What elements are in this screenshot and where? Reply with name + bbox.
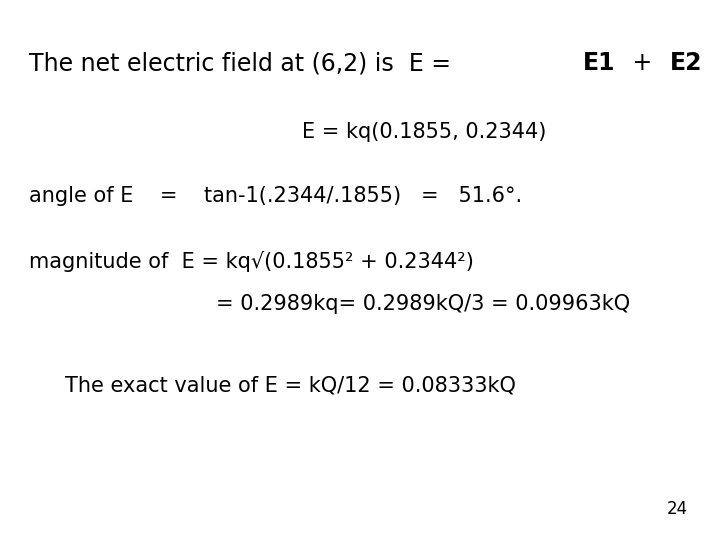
Text: +: + [625, 51, 660, 75]
Text: magnitude of  E = kq√(0.1855² + 0.2344²): magnitude of E = kq√(0.1855² + 0.2344²) [29, 251, 474, 272]
Text: E2: E2 [670, 51, 702, 75]
Text: = 0.2989kq= 0.2989kQ/3 = 0.09963kQ: = 0.2989kq= 0.2989kQ/3 = 0.09963kQ [216, 294, 630, 314]
Text: The net electric field at (6,2) is  E =: The net electric field at (6,2) is E = [29, 51, 459, 75]
Text: E1: E1 [583, 51, 616, 75]
Text: +: + [711, 51, 720, 75]
Text: E = kq(0.1855, 0.2344): E = kq(0.1855, 0.2344) [302, 122, 546, 141]
Text: angle of E    =    tan-1(.2344/.1855)   =   51.6°.: angle of E = tan-1(.2344/.1855) = 51.6°. [29, 186, 522, 206]
Text: The exact value of E = kQ/12 = 0.08333kQ: The exact value of E = kQ/12 = 0.08333kQ [65, 375, 516, 395]
Text: 24: 24 [667, 501, 688, 518]
